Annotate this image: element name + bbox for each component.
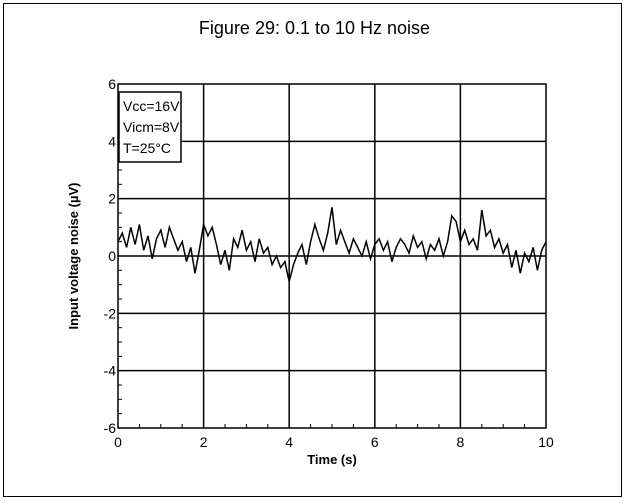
y-tick-label: -6 [104,420,117,436]
y-tick-label: 0 [108,248,116,264]
figure-frame [3,3,622,497]
x-tick-label: 0 [114,434,122,450]
y-tick-labels: 6 4 2 0 -2 -4 -6 [104,76,117,436]
x-tick-label: 10 [538,434,554,450]
x-tick-labels: 0 2 4 6 8 10 [114,434,554,450]
x-axis-title: Time (s) [307,452,357,467]
annotation-box-border [118,91,182,163]
annotation-line: Vcc=16V [123,98,180,114]
plot-area-border [117,83,547,429]
x-tick-label: 8 [457,434,465,450]
y-tick-label: 6 [108,76,116,92]
conditions-annotation-box: Vcc=16V Vicm=8V T=25°C [118,91,182,163]
x-tick-label: 2 [200,434,208,450]
noise-series-line [117,207,547,282]
y-tick-label: -2 [104,305,117,321]
x-tick-label: 4 [285,434,293,450]
y-axis-title: Input voltage noise (µV) [66,183,81,330]
y-tick-label: -4 [104,363,117,379]
chart-title: Figure 29: 0.1 to 10 Hz noise [198,18,431,38]
y-tick-label: 4 [108,133,116,149]
x-tick-label: 6 [371,434,379,450]
annotation-line: T=25°C [123,140,171,156]
y-tick-label: 2 [108,191,116,207]
grid-lines [118,84,546,428]
annotation-line: Vicm=8V [123,119,180,135]
